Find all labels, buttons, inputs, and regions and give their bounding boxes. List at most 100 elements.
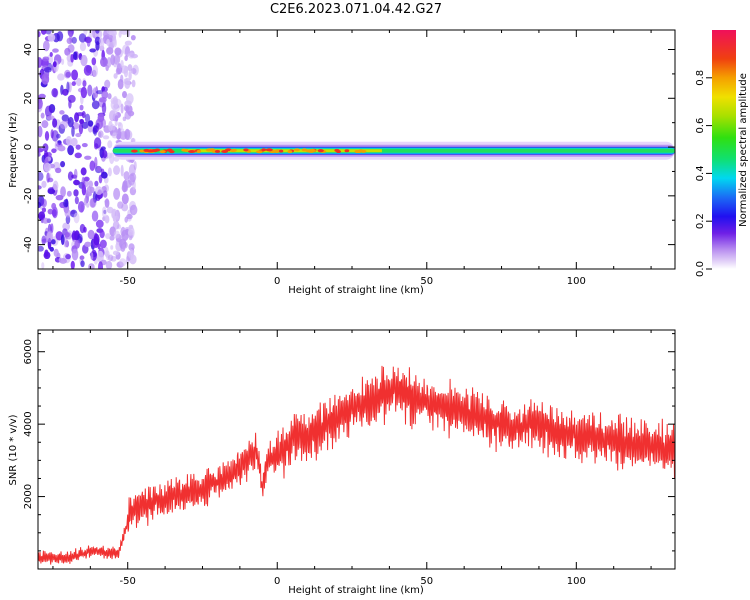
noise-speckle xyxy=(99,37,103,45)
noise-speckle xyxy=(117,201,124,209)
snr-y-ticks: 6000 4000 2000 xyxy=(23,333,675,570)
noise-speckle xyxy=(46,230,54,243)
noise-speckle xyxy=(53,61,57,68)
noise-speckle xyxy=(67,44,75,53)
noise-speckle xyxy=(104,215,110,224)
x-tick-label: 50 xyxy=(420,576,433,587)
noise-speckle xyxy=(98,261,104,269)
noise-speckle xyxy=(64,209,72,218)
y-tick-label: 2000 xyxy=(23,484,34,509)
y-tick-label: 40 xyxy=(23,43,34,56)
snr-panel: -50 0 50 100 6000 4000 2000 Height of straigh… xyxy=(8,329,676,596)
noise-speckle xyxy=(112,34,117,47)
noise-speckle xyxy=(73,212,80,224)
ridge-peak xyxy=(293,148,300,152)
noise-speckle xyxy=(123,105,130,112)
noise-speckle xyxy=(94,180,99,187)
noise-speckle xyxy=(38,125,43,138)
y-tick-label: 20 xyxy=(23,92,34,105)
ridge-peak xyxy=(143,148,150,152)
noise-speckle xyxy=(105,260,113,269)
noise-speckle xyxy=(113,230,120,239)
ridge-peak xyxy=(334,148,340,152)
noise-speckle xyxy=(75,133,82,138)
noise-speckle xyxy=(60,186,66,198)
noise-speckle xyxy=(78,33,87,43)
noise-speckle xyxy=(71,81,76,87)
x-tick-label: 0 xyxy=(274,576,280,587)
noise-speckle xyxy=(91,210,99,222)
ridge-peak xyxy=(265,148,273,152)
noise-speckle xyxy=(53,248,59,257)
noise-speckle xyxy=(51,202,57,210)
ridge-peak xyxy=(196,150,202,154)
noise-speckle xyxy=(103,190,108,198)
noise-speckle xyxy=(88,229,94,238)
noise-speckle xyxy=(101,90,109,99)
noise-speckle xyxy=(83,64,92,76)
noise-speckle xyxy=(99,239,107,249)
noise-speckle xyxy=(43,162,52,172)
snr-y-label: SNR (10 * v/v) xyxy=(8,414,19,485)
noise-speckle xyxy=(97,113,105,123)
noise-speckle xyxy=(95,30,100,34)
noise-speckle xyxy=(107,140,113,149)
noise-speckle xyxy=(41,73,50,85)
noise-speckle xyxy=(43,66,52,73)
noise-speckle xyxy=(126,213,133,220)
ridge-peak xyxy=(181,148,187,152)
noise-speckle xyxy=(60,234,65,246)
noise-speckle xyxy=(104,198,110,209)
ridge-peak xyxy=(243,148,249,152)
x-tick-label: 100 xyxy=(567,576,586,587)
colorbar-tick-label: 0.0 xyxy=(695,261,706,277)
noise-speckle xyxy=(104,79,111,89)
noise-speckle xyxy=(81,121,89,129)
noise-speckle xyxy=(86,37,91,47)
noise-speckle xyxy=(122,90,128,99)
noise-speckle xyxy=(123,171,130,181)
noise-speckle xyxy=(38,185,42,190)
ridge-peak xyxy=(205,148,214,152)
noise-speckle xyxy=(124,100,132,107)
noise-speckle xyxy=(131,67,137,75)
noise-speckle xyxy=(70,260,75,269)
ridge-peak xyxy=(139,149,145,153)
spectrogram-x-ticks: -50 0 50 100 xyxy=(52,30,652,287)
noise-speckle xyxy=(41,262,45,269)
ridge-peak xyxy=(287,150,293,154)
colorbar-ticks: 0.0 0.2 0.4 0.6 0.8 xyxy=(695,70,712,277)
noise-speckle xyxy=(55,194,64,201)
ridge-peak xyxy=(159,150,166,154)
noise-speckle xyxy=(65,254,71,260)
noise-speckle xyxy=(43,40,50,52)
noise-speckle xyxy=(127,229,134,236)
colorbar: 0.0 0.2 0.4 0.6 0.8 Normalized spectral ampl… xyxy=(695,30,749,277)
noise-speckle xyxy=(89,48,97,53)
noise-speckle xyxy=(67,145,75,156)
noise-speckle xyxy=(93,137,102,149)
noise-speckle xyxy=(106,47,114,55)
noise-speckle xyxy=(120,243,126,252)
noise-speckle xyxy=(71,36,77,44)
noise-speckle xyxy=(92,65,98,77)
noise-speckle xyxy=(109,152,115,165)
noise-speckle xyxy=(85,191,93,197)
spectrogram-x-label: Height of straight line (km) xyxy=(288,285,424,296)
noise-speckle xyxy=(89,198,96,208)
noise-speckle xyxy=(67,116,74,128)
noise-speckle xyxy=(70,137,78,147)
noise-speckle xyxy=(113,165,121,176)
colorbar-tick-label: 0.6 xyxy=(695,118,706,134)
noise-speckle xyxy=(112,215,120,220)
noise-speckle xyxy=(64,232,70,238)
noise-speckle xyxy=(44,105,53,118)
noise-speckle xyxy=(89,160,96,172)
noise-speckle xyxy=(95,219,104,229)
noise-speckle xyxy=(127,64,133,72)
noise-speckle xyxy=(60,160,66,168)
noise-speckle xyxy=(114,115,119,122)
noise-speckle xyxy=(61,58,65,65)
noise-speckle xyxy=(41,207,47,213)
noise-speckle xyxy=(52,48,59,53)
